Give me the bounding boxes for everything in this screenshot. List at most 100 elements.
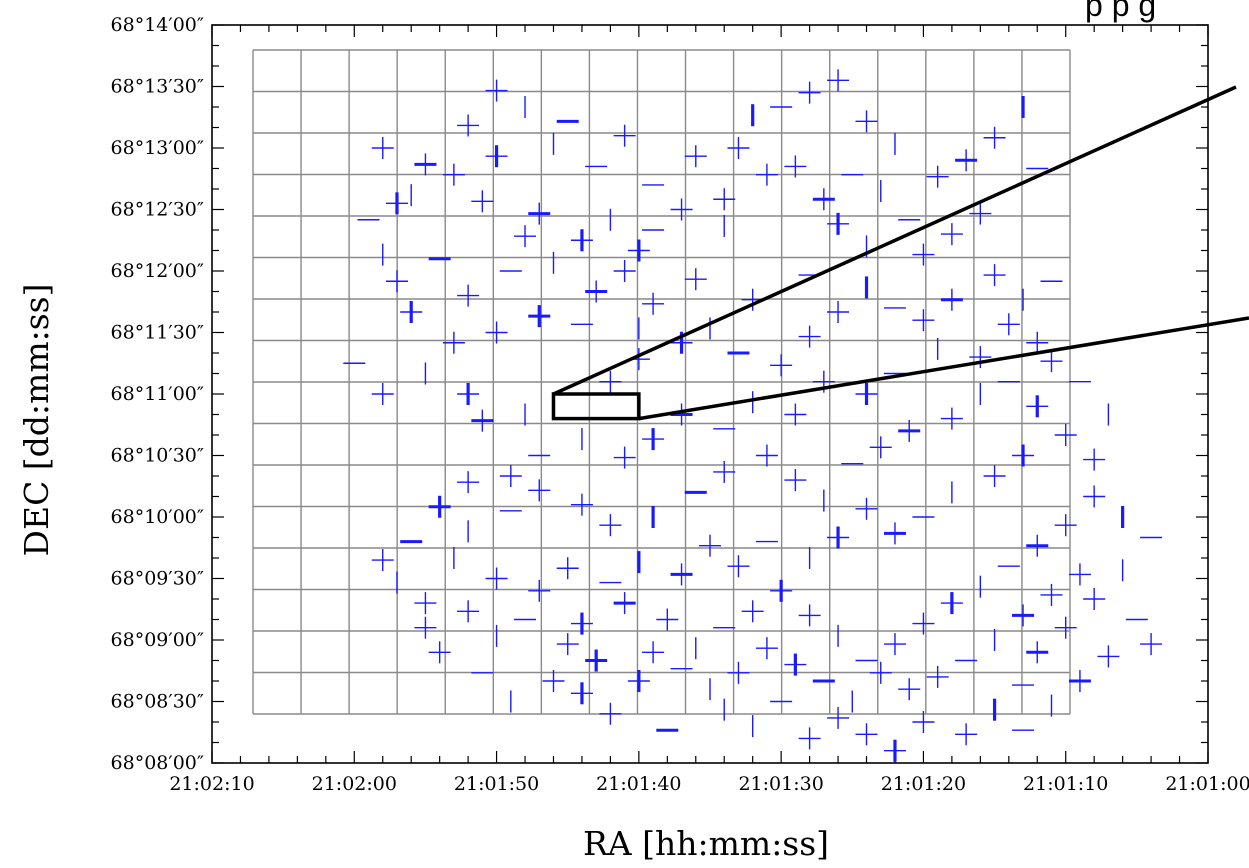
data-point-cross	[570, 682, 593, 705]
data-point-cross	[570, 612, 593, 635]
data-point-cross	[1054, 514, 1077, 537]
data-point-cross	[855, 723, 878, 746]
y-axis-title: DEC [dd:mm:ss]	[17, 284, 56, 557]
data-point-cross	[798, 727, 821, 750]
data-point-cross	[471, 409, 494, 432]
data-point-cross	[727, 661, 750, 684]
data-point-cross	[428, 641, 451, 664]
data-point-cross	[670, 198, 693, 221]
x-axis-title: RA [hh:mm:ss]	[583, 824, 829, 863]
data-point-cross	[755, 444, 778, 467]
data-point-cross	[528, 579, 551, 602]
data-point-cross	[699, 534, 721, 557]
axis-ticks	[211, 24, 1209, 764]
data-point-cross	[627, 670, 650, 692]
data-point-cross	[983, 264, 1006, 287]
data-point-cross	[414, 592, 437, 615]
y-tick-label: 68°12′30″	[111, 199, 204, 221]
data-point-cross	[528, 202, 551, 225]
data-point-cross	[570, 493, 593, 516]
data-point-cross	[457, 284, 480, 307]
data-point-cross	[983, 126, 1006, 149]
data-point-cross	[585, 280, 608, 303]
data-point-cross	[385, 270, 408, 293]
data-point-cross	[1140, 633, 1163, 656]
data-point-cross	[827, 301, 850, 323]
data-point-cross	[485, 321, 508, 344]
data-point-cross	[955, 723, 978, 746]
data-point-cross	[713, 188, 736, 211]
zoom-callout	[551, 85, 1249, 421]
data-point-cross	[926, 165, 949, 188]
data-point-cross	[983, 465, 1006, 487]
data-point-cross	[969, 202, 992, 225]
data-point-cross	[898, 419, 921, 442]
y-tick-label: 68°09′30″	[111, 568, 204, 590]
x-tick-label: 21:01:50	[454, 773, 539, 795]
data-point-cross	[485, 145, 508, 168]
zoom-line-upper	[552, 85, 1237, 396]
data-point-cross	[613, 592, 636, 615]
data-point-cross	[940, 288, 963, 311]
data-point-cross	[1068, 563, 1091, 586]
y-tick-label: 68°10′00″	[111, 506, 204, 528]
data-point-cross	[442, 331, 465, 354]
data-point-cross	[599, 702, 622, 725]
data-point-cross	[442, 163, 465, 186]
data-point-cross	[556, 557, 579, 580]
y-tick-label: 68°10′30″	[111, 445, 204, 467]
data-point-cross	[1083, 448, 1106, 471]
data-point-cross	[371, 549, 394, 572]
x-tick-label: 21:01:30	[738, 773, 823, 795]
data-point-cross	[613, 124, 636, 147]
data-point-cross	[414, 153, 437, 176]
data-point-cross	[428, 495, 451, 518]
data-point-cross	[912, 612, 935, 635]
data-point-cross	[855, 110, 878, 133]
data-point-cross	[613, 260, 636, 282]
data-point-cross	[969, 346, 992, 369]
data-point-cross	[926, 665, 949, 688]
data-point-cross	[599, 370, 622, 393]
x-tick-label: 21:02:10	[169, 773, 254, 795]
data-point-cross	[869, 436, 892, 459]
data-point-cross	[827, 526, 850, 549]
data-point-cross	[1026, 331, 1049, 354]
data-point-cross	[727, 555, 750, 578]
data-points	[343, 69, 1163, 762]
data-point-cross	[542, 670, 565, 692]
data-point-cross	[400, 301, 423, 323]
data-point-cross	[457, 383, 480, 405]
y-tick-label: 68°13′30″	[111, 76, 204, 98]
x-tick-label: 21:01:00	[1165, 773, 1249, 795]
y-tick-label: 68°11′00″	[111, 383, 204, 405]
data-point-cross	[457, 600, 480, 623]
data-point-cross	[642, 641, 665, 664]
y-tick-label: 68°13′00″	[111, 137, 204, 159]
data-point-cross	[684, 145, 707, 168]
data-point-cross	[528, 305, 551, 328]
y-tick-labels: 68°14′00″ 68°13′30″ 68°13′00″ 68°12′30″ 68°1…	[111, 14, 204, 774]
data-point-cross	[599, 514, 622, 537]
data-point-cross	[585, 649, 608, 672]
data-point-cross	[1054, 616, 1077, 639]
grid	[252, 49, 1071, 715]
data-point-cross	[770, 354, 793, 377]
data-point-cross	[997, 313, 1020, 336]
y-tick-label: 68°11′30″	[111, 322, 204, 344]
data-point-cross	[784, 469, 807, 492]
data-point-cross	[883, 739, 906, 762]
data-point-cross	[883, 522, 906, 545]
data-point-cross	[385, 192, 408, 215]
data-point-cross	[784, 403, 807, 426]
y-tick-label: 68°09′00″	[111, 629, 204, 651]
data-point-cross	[827, 69, 850, 92]
data-point-cross	[514, 225, 537, 248]
zoom-line-lower	[638, 316, 1249, 421]
data-point-cross	[570, 229, 593, 252]
data-point-cross	[485, 567, 508, 590]
data-point-cross	[827, 212, 850, 235]
data-point-cross	[656, 608, 679, 631]
data-point-cross	[755, 637, 778, 660]
